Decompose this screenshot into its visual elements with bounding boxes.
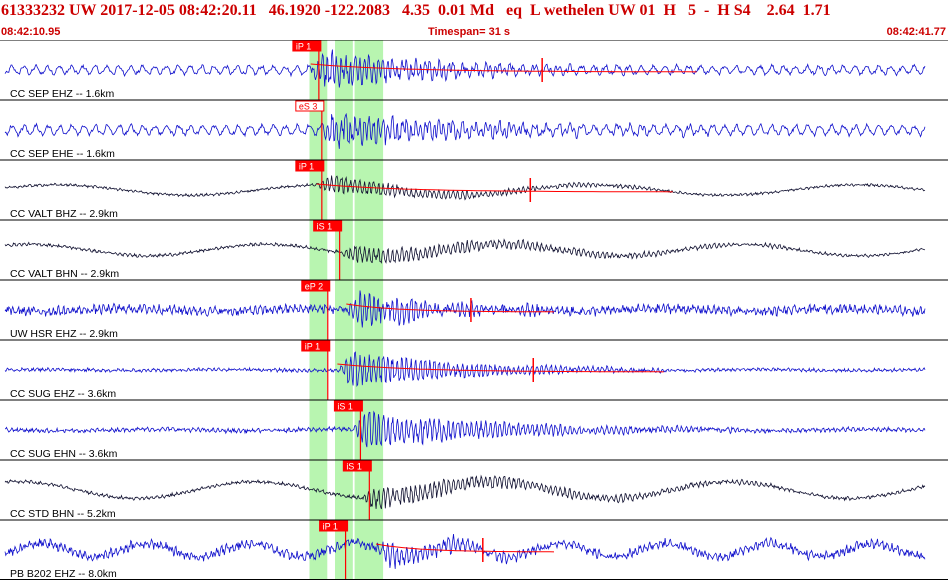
waveform-trace [4, 112, 926, 149]
station-label: CC SEP EHE -- 1.6km [10, 148, 115, 160]
station-label: CC VALT BHN -- 2.9km [10, 268, 119, 280]
coda-curve [346, 303, 555, 313]
trace-panel: iS 1 CC VALT BHN -- 2.9km [0, 219, 948, 280]
pick-marker [301, 340, 331, 352]
pick-marker [319, 520, 349, 532]
pick-label: iP 1 [305, 342, 320, 352]
trace-panel: eP 2 UW HSR EHZ -- 2.9km [0, 279, 948, 340]
station-label: CC SUG EHZ -- 3.6km [10, 388, 116, 400]
pick-label: eP 2 [305, 282, 323, 292]
pick-marker [342, 460, 372, 472]
event-title: 61333232 UW 2017-12-05 08:42:20.11 46.19… [1, 2, 831, 19]
pick-marker [292, 40, 322, 52]
station-label: CC SEP EHZ -- 1.6km [10, 88, 114, 100]
pick-highlight-band [335, 40, 353, 580]
coda-curve [310, 63, 697, 73]
trace-panel: iP 1 CC SEP EHZ -- 1.6km [0, 40, 948, 100]
station-label: PB B202 EHZ -- 8.0km [10, 568, 117, 580]
trace-panel: iS 1 CC SUG EHN -- 3.6km [0, 399, 948, 460]
trace-panel: iP 1 CC SUG EHZ -- 3.6km [0, 339, 948, 400]
pick-marker [313, 220, 343, 232]
pick-marker [295, 160, 325, 172]
start-time: 08:42:10.95 [1, 26, 61, 38]
event-header: 61333232 UW 2017-12-05 08:42:20.11 46.19… [0, 0, 948, 40]
pick-label: iS 1 [317, 222, 333, 232]
pick-label: iS 1 [346, 462, 362, 472]
waveform-trace [4, 474, 926, 510]
pick-label: iS 1 [337, 402, 353, 412]
waveform-trace [4, 410, 926, 448]
waveform-trace [4, 534, 926, 569]
waveform-trace [4, 175, 926, 201]
trace-panel: iS 1 CC STD BHN -- 5.2km [0, 459, 948, 520]
pick-label: iP 1 [299, 162, 314, 172]
pick-marker [333, 400, 363, 412]
timespan-label: Timespan= 31 s [428, 26, 511, 38]
pick-marker [301, 280, 331, 292]
station-label: CC STD BHN -- 5.2km [10, 508, 116, 520]
pick-label: iP 1 [323, 522, 338, 532]
pick-label: iP 1 [296, 42, 311, 52]
waveform-trace [4, 238, 926, 264]
pick-marker [295, 100, 325, 112]
station-label: CC VALT BHZ -- 2.9km [10, 208, 118, 220]
waveform-trace [4, 49, 926, 88]
trace-panel: iP 1 PB B202 EHZ -- 8.0km [0, 519, 948, 580]
waveform-trace [4, 351, 926, 388]
station-label: UW HSR EHZ -- 2.9km [10, 328, 118, 340]
end-time: 08:42:41.77 [886, 26, 946, 38]
trace-panel: iP 1 CC VALT BHZ -- 2.9km [0, 159, 948, 220]
trace-panel: eS 3 CC SEP EHE -- 1.6km [0, 99, 948, 160]
waveform-trace [4, 290, 926, 328]
seismogram-panel[interactable]: iP 1 CC SEP EHZ -- 1.6km eS 3 CC SEP EHE --… [0, 40, 948, 580]
station-label: CC SUG EHN -- 3.6km [10, 448, 118, 460]
coda-curve [316, 183, 673, 193]
coda-curve [375, 543, 555, 553]
coda-curve [337, 363, 664, 373]
pick-highlight-band [365, 40, 384, 580]
pick-label: eS 3 [299, 102, 318, 112]
